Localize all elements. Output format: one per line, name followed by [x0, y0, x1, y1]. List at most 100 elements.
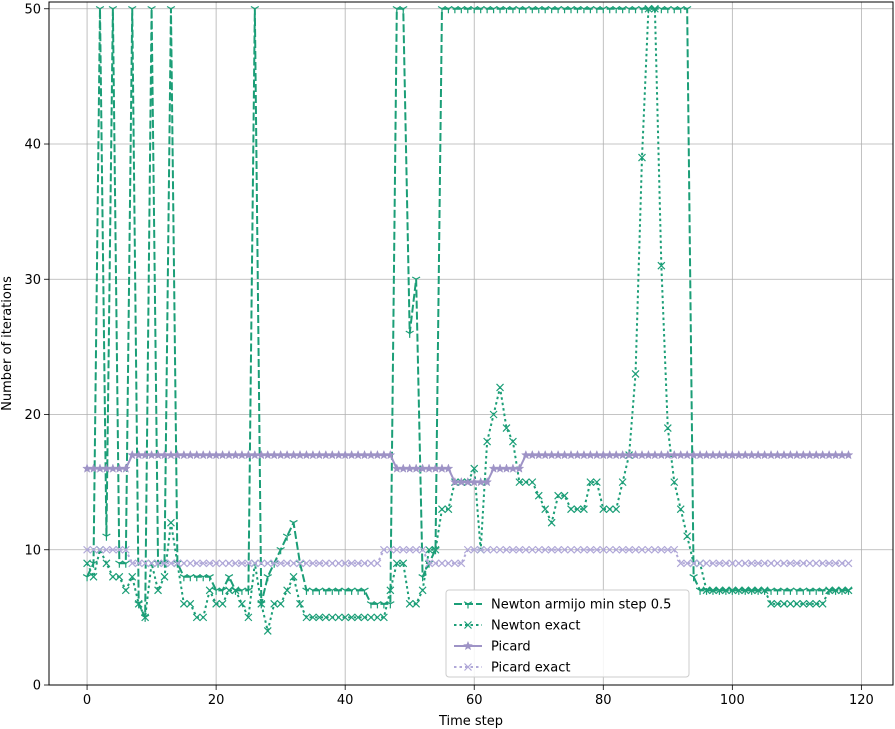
data-point [844, 586, 853, 595]
data-point [296, 559, 304, 568]
data-point [670, 545, 679, 554]
data-point [128, 5, 137, 14]
data-point [709, 559, 717, 568]
data-point [547, 545, 556, 554]
data-point [805, 599, 814, 608]
data-point [250, 5, 260, 14]
data-point [528, 478, 537, 487]
data-point [560, 491, 569, 500]
data-point [844, 559, 853, 568]
data-point [831, 559, 840, 568]
data-point [128, 572, 137, 581]
data-point [270, 599, 279, 608]
data-point [780, 559, 788, 568]
data-point [218, 599, 227, 608]
data-point [244, 613, 253, 622]
data-point [560, 545, 569, 554]
data-point [831, 586, 840, 595]
data-point [102, 559, 111, 568]
data-point [238, 559, 246, 568]
data-point [579, 505, 588, 514]
data-point [147, 559, 156, 568]
data-point [747, 586, 756, 595]
data-point [592, 478, 601, 487]
legend-label: Newton exact [491, 619, 580, 634]
data-point [283, 586, 292, 595]
y-tick-label: 30 [24, 273, 41, 288]
data-point [199, 559, 208, 568]
data-point [315, 613, 324, 622]
data-point [721, 586, 730, 595]
x-tick-label: 100 [720, 693, 745, 708]
y-tick-label: 40 [24, 138, 41, 153]
data-point [586, 478, 595, 487]
data-point [102, 533, 111, 541]
legend-marker [464, 663, 472, 671]
data-point [843, 449, 854, 460]
data-point [483, 545, 492, 554]
data-point [734, 586, 743, 595]
data-point [392, 545, 401, 554]
data-point [734, 559, 743, 568]
data-point [554, 491, 563, 500]
data-point [605, 545, 614, 554]
data-point [302, 613, 311, 622]
data-point [225, 559, 233, 568]
data-point [567, 545, 575, 554]
data-point [225, 586, 233, 595]
data-point [212, 599, 221, 608]
data-point [367, 559, 375, 568]
data-point [683, 559, 692, 568]
data-point [496, 383, 504, 392]
data-point [457, 559, 466, 568]
data-point [838, 586, 846, 595]
data-point [412, 545, 421, 554]
x-tick-label: 120 [849, 693, 874, 708]
legend-marker [463, 601, 473, 609]
data-point [470, 464, 479, 473]
data-point [160, 559, 169, 568]
x-axis-label: Time step [438, 714, 503, 729]
data-point [89, 572, 98, 581]
data-point [250, 559, 259, 568]
data-point [108, 545, 117, 554]
data-point [147, 5, 156, 14]
data-point [218, 559, 227, 568]
data-point [121, 560, 130, 568]
data-point [276, 559, 285, 568]
data-point [483, 437, 492, 446]
data-point [205, 559, 214, 568]
data-point [470, 545, 479, 554]
data-point [257, 559, 266, 568]
data-point [263, 559, 272, 568]
data-point [173, 559, 182, 568]
data-point [95, 5, 105, 14]
data-point [650, 545, 659, 554]
plot-frame [48, 1, 894, 686]
data-point [425, 545, 433, 554]
data-point [418, 586, 427, 595]
data-point [83, 545, 91, 554]
data-point [573, 545, 582, 554]
data-point [709, 586, 717, 595]
data-point [244, 587, 253, 595]
data-point [89, 545, 98, 554]
data-point [334, 559, 343, 568]
data-point [444, 559, 453, 568]
data-point [514, 463, 525, 473]
data-point [721, 559, 730, 568]
data-point [599, 545, 608, 554]
data-point [115, 545, 124, 554]
data-point [296, 599, 304, 608]
data-point [82, 574, 92, 582]
data-point [702, 559, 711, 568]
data-point [818, 599, 827, 608]
data-point [638, 153, 646, 162]
legend-label: Picard exact [491, 661, 570, 676]
data-point [612, 545, 621, 554]
x-tick-label: 80 [595, 693, 612, 708]
data-point [644, 4, 653, 13]
data-point [83, 559, 91, 568]
data-point [625, 545, 634, 554]
data-point [186, 599, 195, 608]
